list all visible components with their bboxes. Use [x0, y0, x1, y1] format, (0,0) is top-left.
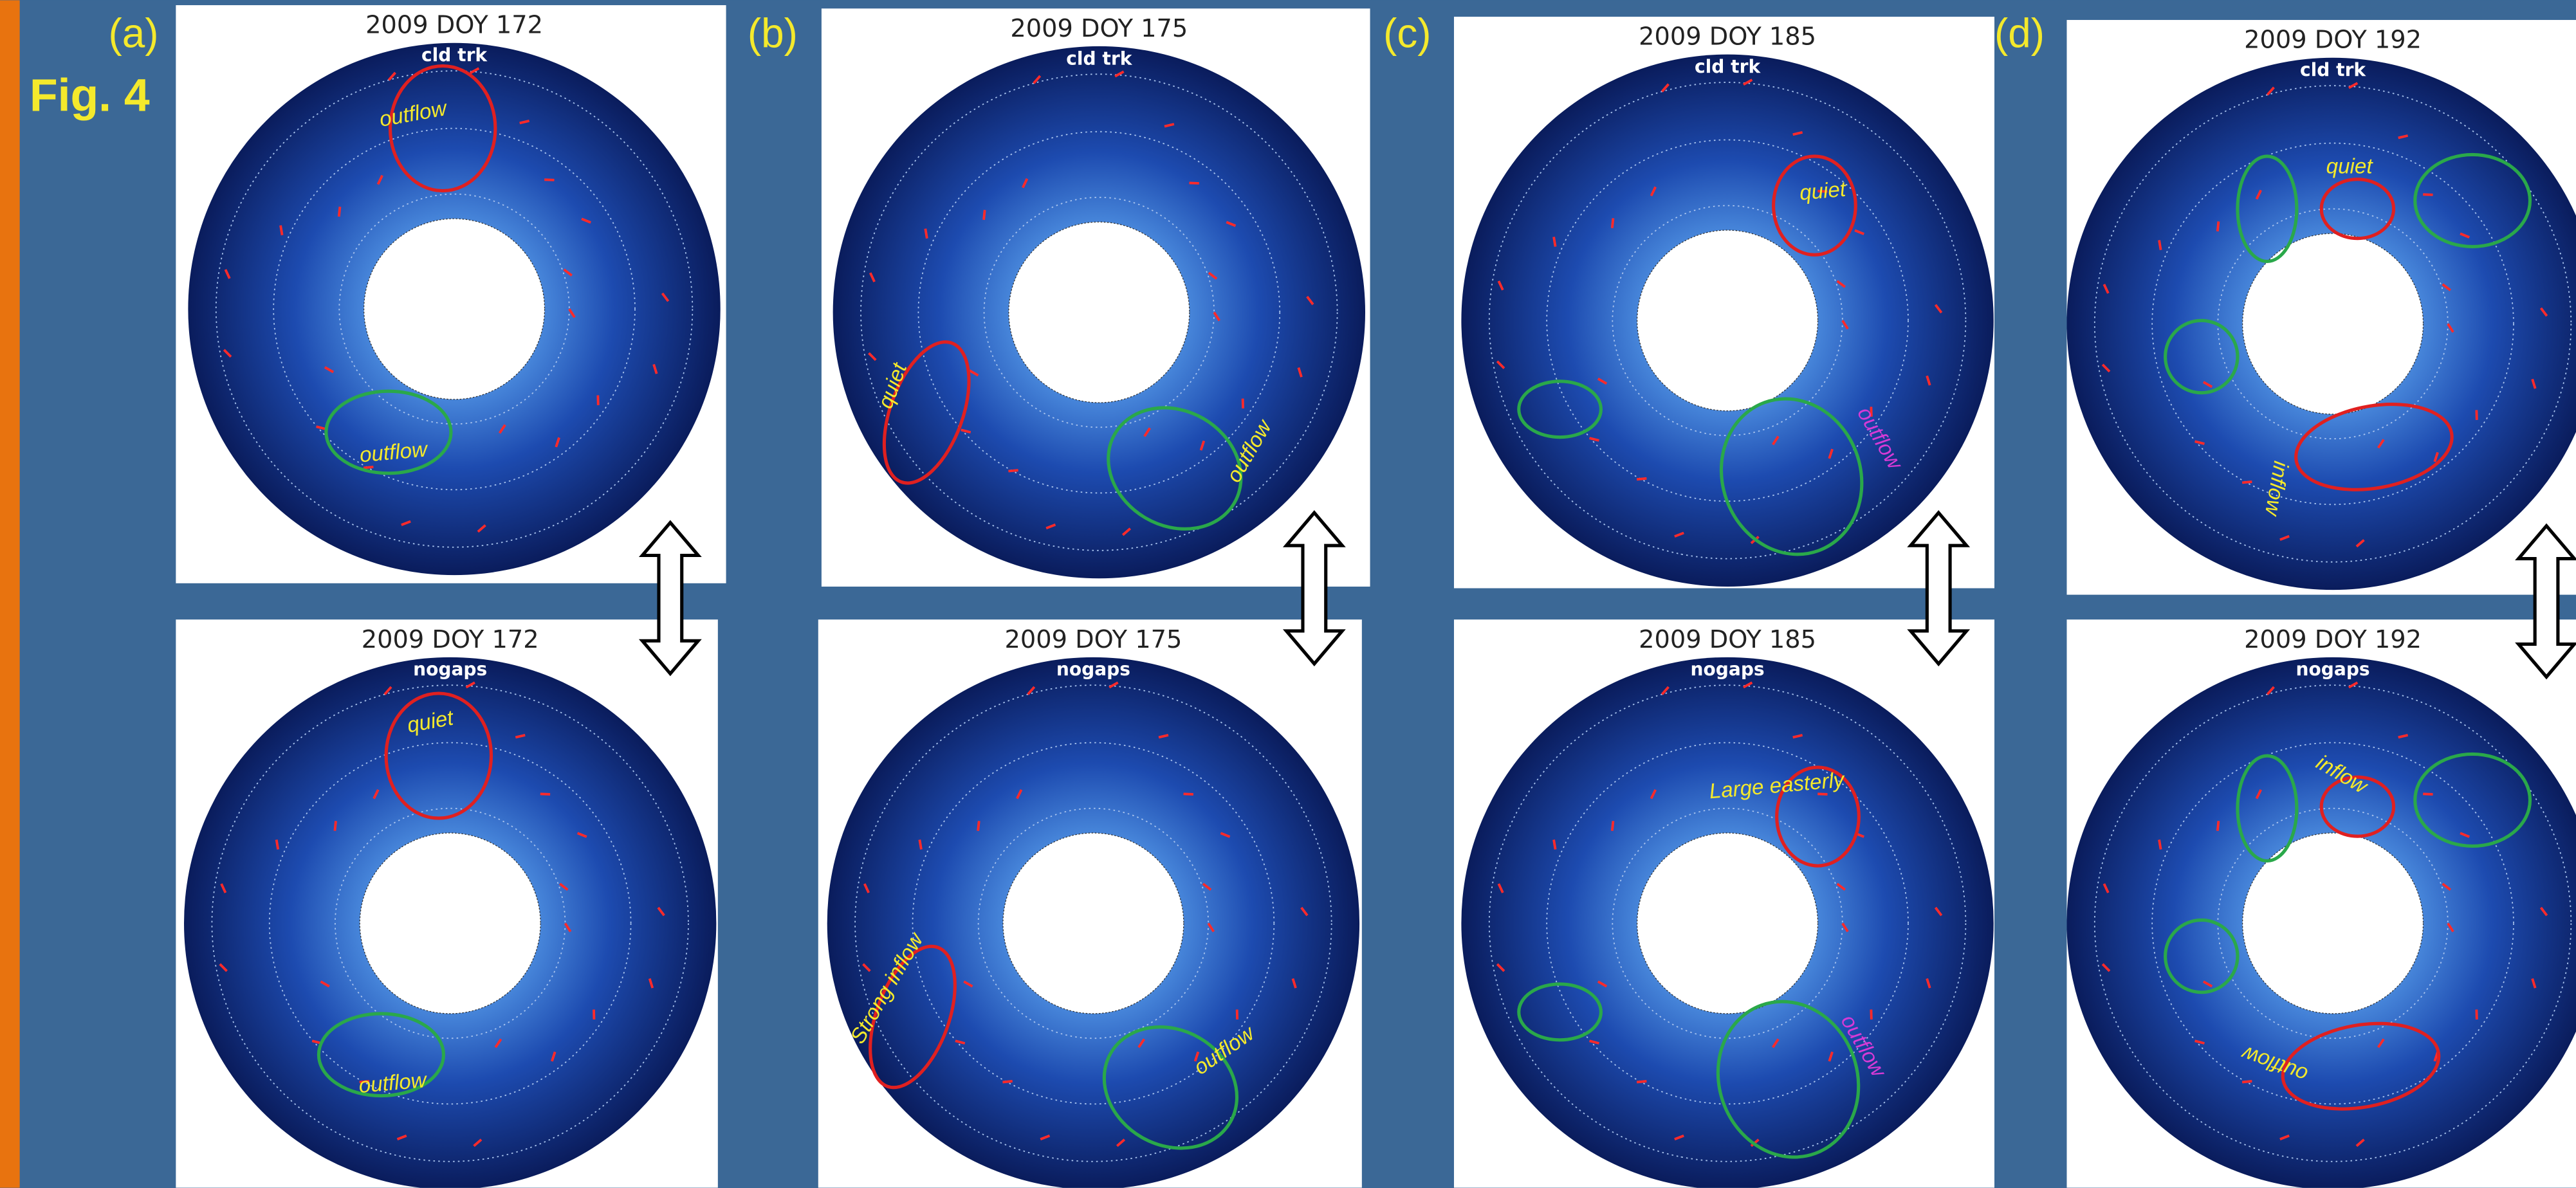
- data-source: cld trk: [2300, 59, 2366, 80]
- data-source: cld trk: [421, 44, 488, 66]
- wind-arrow: [919, 839, 921, 849]
- wind-arrow: [281, 225, 282, 235]
- data-source: cld trk: [1695, 56, 1761, 77]
- wind-arrow: [1008, 470, 1018, 471]
- data-source: nogaps: [413, 659, 487, 680]
- panel-label: (c): [1383, 10, 1431, 56]
- wind-arrow: [2423, 194, 2433, 195]
- slide: Fig. 4 (a)2009 DOY 172cld trkoutflowoutf…: [0, 0, 2576, 1188]
- page: {"figure_label": "Fig. 4", "panels": [ {…: [0, 0, 2576, 1188]
- pole-hole: [1003, 833, 1184, 1014]
- wind-arrow: [2159, 240, 2161, 250]
- annotation: quiet: [2326, 155, 2374, 179]
- wind-arrow: [1612, 218, 1614, 228]
- panel-title: 2009 DOY 185: [1639, 23, 1816, 51]
- wind-arrow: [544, 179, 554, 180]
- wind-arrow: [984, 210, 985, 220]
- wind-arrow: [277, 839, 279, 849]
- panel-label: (b): [748, 10, 798, 56]
- map-panel: 2009 DOY 192nogapsinflowoutflow: [2066, 619, 2576, 1188]
- wind-arrow: [2159, 839, 2161, 849]
- data-source: nogaps: [1691, 659, 1765, 680]
- wind-arrow: [1554, 839, 1556, 849]
- panel-title: 2009 DOY 192: [2244, 625, 2422, 654]
- panel-label: (a): [109, 10, 159, 56]
- accent-bar: [0, 0, 20, 1187]
- wind-arrow: [978, 821, 979, 830]
- wind-arrow: [335, 821, 336, 830]
- wind-arrow: [925, 229, 927, 239]
- panel-title: 2009 DOY 172: [362, 625, 539, 654]
- wind-arrow: [1612, 821, 1614, 830]
- panel-title: 2009 DOY 175: [1010, 14, 1188, 43]
- wind-arrow: [1002, 1081, 1012, 1082]
- pole-hole: [364, 219, 545, 399]
- panel-label: (d): [1994, 10, 2045, 56]
- wind-arrow: [2218, 221, 2219, 231]
- panel-title: 2009 DOY 175: [1004, 625, 1182, 654]
- pole-hole: [1637, 833, 1818, 1014]
- panel-title: 2009 DOY 192: [2244, 26, 2422, 55]
- panel-title: 2009 DOY 172: [365, 11, 543, 40]
- panel-title: 2009 DOY 185: [1639, 625, 1816, 654]
- data-source: nogaps: [2296, 659, 2370, 680]
- map-panel: 2009 DOY 172cld trkoutflowoutflow: [176, 5, 726, 583]
- data-source: nogaps: [1056, 659, 1130, 680]
- wind-arrow: [1554, 237, 1556, 246]
- pole-hole: [1009, 222, 1190, 403]
- data-source: cld trk: [1066, 48, 1132, 69]
- pole-hole: [1637, 230, 1818, 411]
- pole-hole: [360, 833, 540, 1014]
- wind-arrow: [2218, 821, 2219, 830]
- wind-arrow: [339, 206, 340, 216]
- wind-arrow: [363, 467, 373, 468]
- wind-arrow: [1637, 1081, 1646, 1082]
- annotation: quiet: [1799, 178, 1848, 205]
- map-panel: 2009 DOY 175nogapsStrong inflowoutflow: [818, 619, 1362, 1188]
- figure-label: Fig. 4: [30, 69, 150, 121]
- wind-arrow: [2242, 1081, 2252, 1082]
- map-panel: 2009 DOY 185nogapsLarge easterlyoutflow: [1454, 619, 1994, 1188]
